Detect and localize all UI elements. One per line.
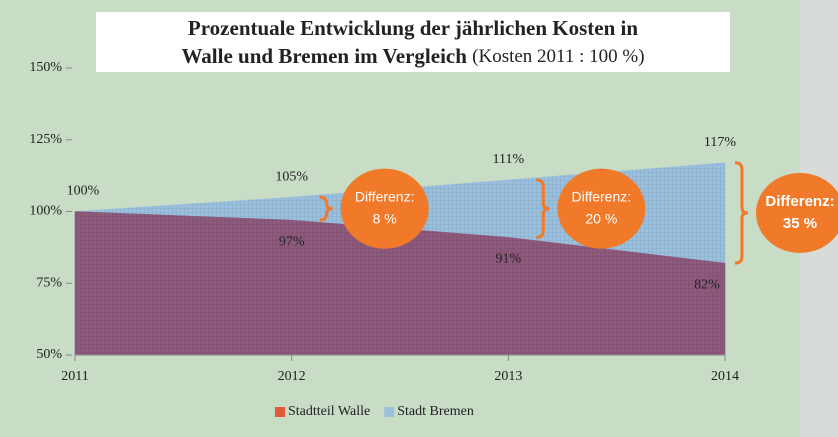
plot: 50% 75% 100% 125% 150% 2011 2012 2013 2014 100% 10… <box>29 60 838 419</box>
annotation-bubble <box>756 172 838 253</box>
x-tick-label: 2014 <box>711 369 739 384</box>
data-label: 105% <box>275 169 308 184</box>
annotation-bubble <box>340 168 429 249</box>
brace <box>536 178 550 239</box>
data-label: 111% <box>493 152 525 167</box>
chart-subtitle: (Kosten 2011 : 100 %) <box>472 46 644 67</box>
y-tick-label: 100% <box>29 204 62 219</box>
y-tick-label: 75% <box>36 275 62 290</box>
x-tick-label: 2011 <box>61 369 88 384</box>
data-label: 91% <box>495 252 521 267</box>
legend-label: Stadtteil Walle <box>288 404 370 419</box>
annotation-bubble <box>557 168 646 249</box>
annotation-title: Differenz: <box>355 188 415 204</box>
data-label: 117% <box>704 135 736 150</box>
data-label: 100% <box>67 184 100 199</box>
chart-title: Walle und Bremen im Vergleich <box>181 44 467 68</box>
legend-label: Stadt Bremen <box>397 404 474 419</box>
y-tick-label: 150% <box>29 60 62 75</box>
legend-swatch <box>275 407 285 417</box>
annotation-text: 8 % <box>373 210 397 226</box>
data-label: 97% <box>279 234 305 249</box>
y-tick-label: 50% <box>36 347 62 362</box>
annotation-title: Differenz: <box>571 188 631 204</box>
annotation-text: 35 % <box>783 215 817 232</box>
title-box <box>96 12 730 72</box>
brace <box>734 161 749 265</box>
data-label: 82% <box>694 277 720 292</box>
y-tick-label: 125% <box>29 132 62 147</box>
chart-title: Walle und Bremen im Vergleich (Kosten 20… <box>181 44 644 68</box>
chart-title: Prozentuale Entwicklung der jährlichen K… <box>188 16 638 40</box>
legend-swatch <box>384 407 395 417</box>
annotation-text: 20 % <box>585 210 617 226</box>
x-tick-label: 2012 <box>278 369 306 384</box>
x-tick-label: 2013 <box>494 369 522 384</box>
annotation-title: Differenz: <box>765 193 834 210</box>
